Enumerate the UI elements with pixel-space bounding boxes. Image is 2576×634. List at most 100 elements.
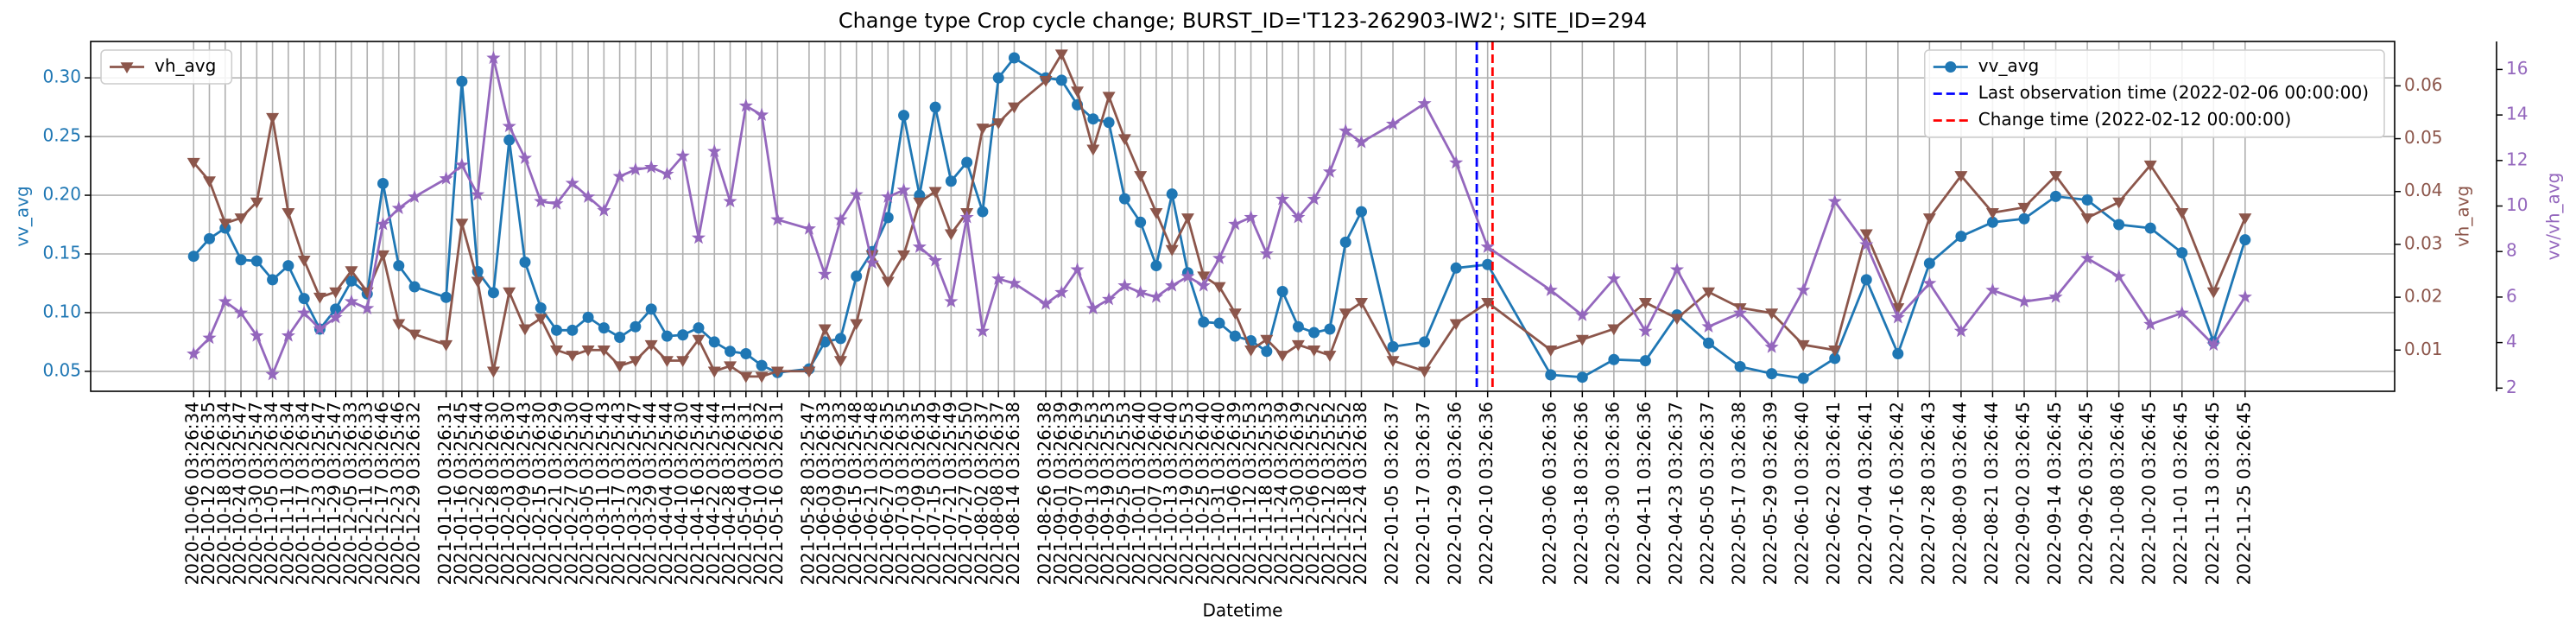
marker [660, 167, 674, 181]
marker [329, 287, 343, 299]
marker [1323, 351, 1337, 362]
marker [486, 366, 500, 378]
x-tick-label: 2020-10-06 03:26:34 [182, 402, 203, 585]
marker [1955, 231, 1967, 243]
marker [1213, 317, 1225, 329]
marker [2080, 213, 2094, 225]
marker [519, 257, 531, 269]
marker [597, 346, 611, 357]
marker [1102, 292, 1117, 306]
x-tick-label: 2020-11-29 03:25:47 [324, 402, 345, 585]
marker [818, 324, 832, 336]
marker [944, 294, 959, 308]
x-tick-label: 2022-05-05 03:26:37 [1697, 402, 1718, 585]
x-tick-label: 2022-10-08 03:26:46 [2107, 402, 2128, 585]
x-tick-label: 2021-03-29 03:25:44 [640, 402, 661, 585]
y2-tick-label: 0.05 [2404, 127, 2443, 148]
marker [281, 328, 295, 342]
x-tick-label: 2022-07-16 03:26:42 [1886, 402, 1907, 585]
x-tick-label: 2021-03-17 03:25:43 [608, 402, 629, 585]
x-tick-label: 2021-06-21 03:25:48 [860, 402, 881, 585]
y-tick-label: 0.10 [42, 301, 81, 321]
marker [1087, 113, 1099, 125]
marker [1228, 217, 1243, 231]
x-tick-label: 2022-07-28 03:26:43 [1918, 402, 1939, 585]
marker [1149, 289, 1164, 303]
marker [597, 203, 611, 217]
marker [661, 330, 673, 342]
x-tick-label: 2022-03-18 03:26:36 [1571, 402, 1592, 585]
x-tick-label: 2021-07-21 03:25:49 [940, 402, 960, 585]
marker [1543, 282, 1558, 296]
marker [1085, 301, 1100, 314]
marker [833, 212, 848, 226]
x-tick-label: 2021-10-19 03:25:53 [1176, 402, 1197, 585]
marker [1339, 124, 1353, 137]
x-tick-label: 2021-02-15 03:26:30 [529, 402, 550, 585]
marker [1180, 269, 1195, 283]
x-tick-label: 2021-10-25 03:26:40 [1192, 402, 1212, 585]
marker [1180, 213, 1194, 225]
marker [851, 270, 863, 282]
marker [1276, 285, 1288, 297]
marker [913, 197, 927, 209]
marker [801, 221, 816, 235]
marker [250, 255, 263, 267]
marker [2081, 193, 2093, 206]
marker [613, 361, 627, 373]
marker [1575, 334, 1589, 346]
plot-frame [90, 41, 2396, 392]
marker [770, 366, 784, 378]
marker [833, 356, 847, 368]
marker [739, 371, 753, 384]
x-tick-label: 2021-11-24 03:26:39 [1271, 402, 1292, 585]
x-tick-label: 2021-01-10 03:26:31 [434, 402, 455, 585]
marker [834, 333, 846, 345]
x-tick-label: 2021-01-16 03:25:45 [450, 402, 471, 585]
y3-tick-label: 2 [2506, 377, 2517, 397]
marker [565, 175, 579, 190]
x-tick-label: 2021-09-13 03:25:53 [1081, 402, 1102, 585]
marker [1639, 355, 1651, 367]
marker [1354, 297, 1368, 309]
x-tick-label: 2021-05-16 03:26:31 [766, 402, 787, 585]
x-tick-label: 2021-12-18 03:25:52 [1334, 402, 1355, 585]
marker [1008, 52, 1020, 64]
marker [266, 112, 280, 124]
marker [582, 311, 594, 323]
marker [1007, 102, 1021, 114]
marker [1291, 339, 1305, 352]
marker [298, 293, 310, 305]
marker [518, 324, 532, 336]
marker [535, 302, 547, 314]
x-tick-label: 2021-02-03 03:26:30 [497, 402, 518, 585]
marker [628, 162, 642, 176]
x-tick-label: 2021-02-27 03:25:30 [560, 402, 581, 585]
marker [1891, 303, 1905, 314]
x-tick-label: 2022-05-29 03:26:39 [1760, 402, 1781, 585]
marker [1544, 346, 1558, 357]
marker [360, 301, 375, 314]
x-tick-label: 2022-01-05 03:26:37 [1382, 402, 1402, 585]
marker [1575, 307, 1590, 321]
marker [725, 346, 737, 358]
legend: vh_avg [100, 49, 233, 85]
marker [549, 196, 564, 210]
marker [1259, 246, 1274, 260]
marker [1229, 330, 1241, 342]
x-tick-label: 2020-10-30 03:25:47 [245, 402, 266, 585]
marker [755, 371, 769, 384]
x-tick-label: 2022-11-13 03:26:45 [2202, 402, 2223, 585]
marker [975, 323, 990, 338]
x-tick-label: 2021-08-26 03:26:38 [1035, 402, 1055, 585]
marker [1307, 192, 1321, 206]
x-tick-label: 2022-01-29 03:26:36 [1445, 402, 1465, 585]
marker [1212, 282, 1226, 294]
x-tick-label: 2021-07-09 03:26:35 [908, 402, 928, 585]
marker [1117, 278, 1132, 292]
marker [929, 101, 941, 113]
marker [1275, 192, 1290, 206]
marker [1481, 297, 1495, 309]
marker [377, 250, 390, 262]
